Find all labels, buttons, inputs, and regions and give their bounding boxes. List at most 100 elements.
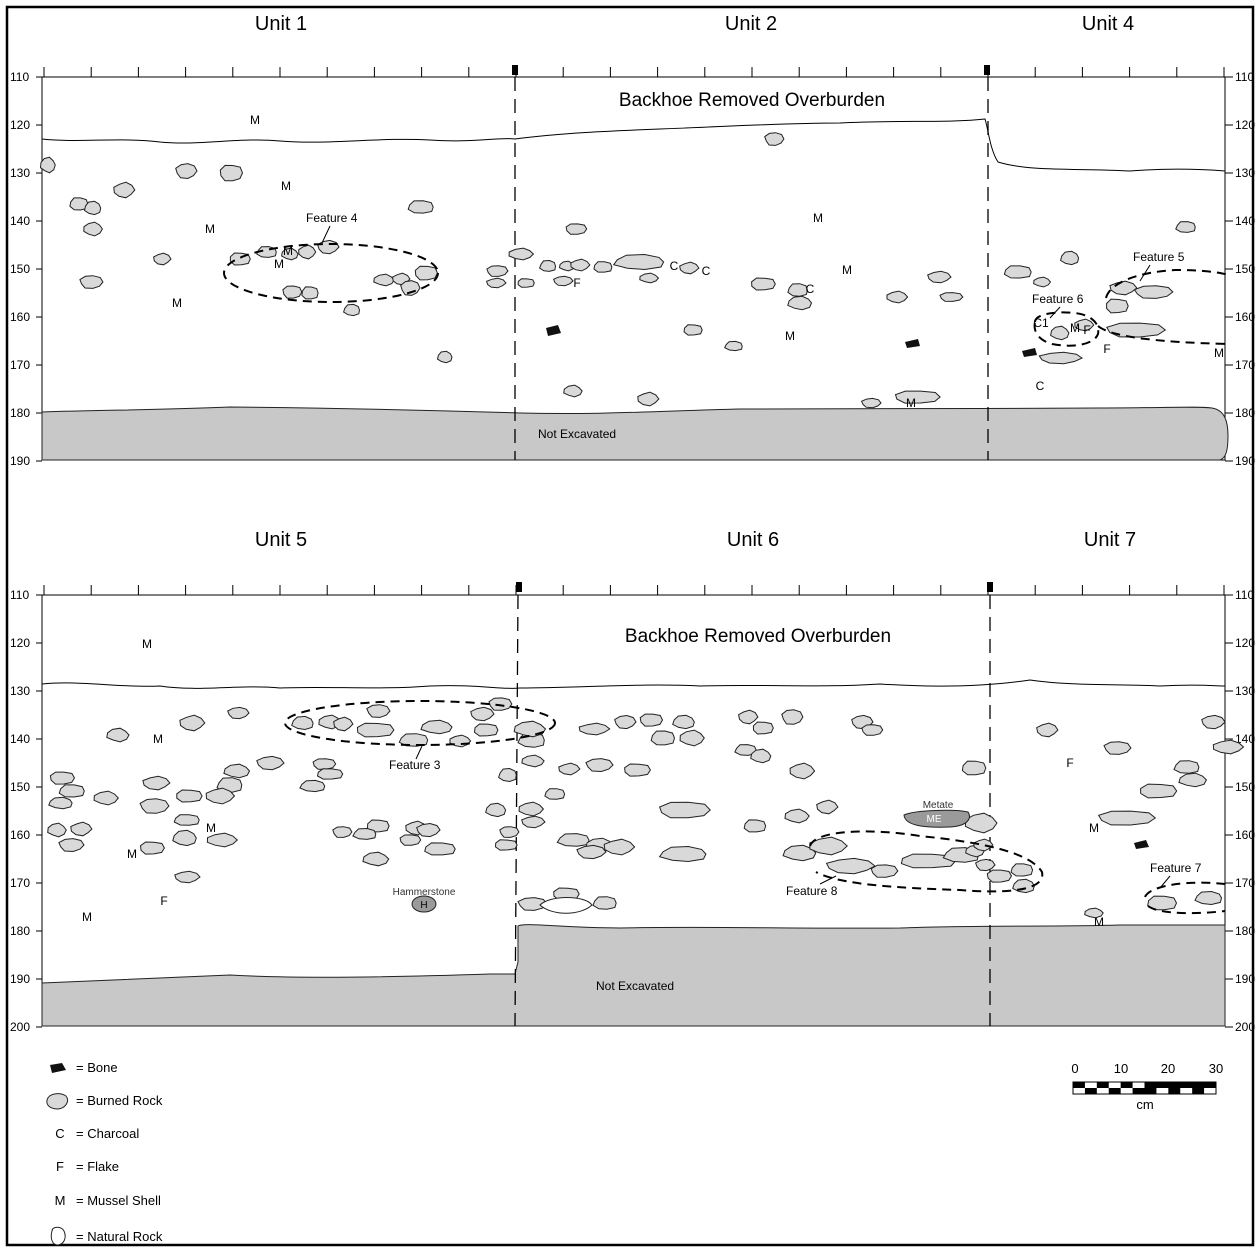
feature-6-leader (1049, 306, 1061, 319)
unit-label-5: Unit 5 (255, 529, 307, 551)
burned-rock (332, 826, 353, 838)
scale-tick-0: 0 (1071, 1061, 1078, 1076)
burned-rock (624, 763, 651, 777)
legend-label-flake: = Flake (76, 1159, 119, 1174)
burned-rock (420, 719, 453, 735)
artifact-symbols-lower: M M M M M M M F F (82, 637, 1104, 929)
burned-rock (1003, 265, 1032, 279)
burned-rock (578, 722, 611, 736)
scale-checker (1072, 1081, 1217, 1095)
burned-rock (206, 832, 239, 848)
depth-tick-label-left: 110 (10, 588, 29, 602)
unit-boundary-line (514, 594, 519, 1027)
burned-rock (69, 197, 89, 211)
scale-cell (1120, 1082, 1133, 1088)
burned-rock (366, 704, 391, 718)
depth-tick-label-left: 150 (10, 780, 30, 794)
scale-cell (1096, 1082, 1109, 1088)
burned-rock (782, 844, 817, 862)
burned-rock (486, 265, 509, 277)
not-excavated-label-lower: Not Excavated (596, 979, 674, 993)
flake-symbol: F (56, 1159, 64, 1174)
burned-rock (219, 164, 244, 182)
depth-tick-label-right: 120 (1235, 636, 1255, 650)
artifact-symbol: F (1103, 342, 1110, 356)
depth-axis-left-upper: 110 120 130 140 150 160 170 180 190 (10, 70, 42, 468)
burned-rock (1038, 351, 1084, 365)
charcoal-symbol: C (55, 1126, 64, 1141)
burned-rock (142, 775, 171, 791)
feature-4-label: Feature 4 (306, 211, 358, 225)
burned-rock (592, 896, 617, 910)
depth-tick-label-left: 180 (10, 406, 30, 420)
bone-icon (546, 325, 561, 336)
scale-bar: 0 10 20 30 cm (1071, 1061, 1223, 1112)
burned-rock (58, 838, 85, 853)
burned-rock (1140, 783, 1178, 799)
scale-tick-10: 10 (1114, 1061, 1128, 1076)
natural-rock-icon (50, 1226, 66, 1246)
burned-rock (658, 801, 711, 819)
burned-rock (973, 838, 994, 852)
scale-cell (1084, 1088, 1097, 1094)
burned-rock (1060, 250, 1080, 266)
depth-tick-label-left: 160 (10, 310, 30, 324)
unit-label-1: Unit 1 (255, 13, 307, 35)
burned-rock (1133, 285, 1174, 299)
burned-rock (900, 853, 957, 869)
legend-label-charcoal: = Charcoal (76, 1126, 139, 1141)
burned-rock (362, 851, 390, 867)
burned-rock (508, 247, 535, 261)
mussel-shell-symbol: M (55, 1193, 66, 1208)
burned-rock (407, 200, 434, 214)
artifact-symbol: C (806, 282, 815, 296)
burned-rock (672, 714, 695, 730)
scale-cell (1192, 1088, 1205, 1094)
depth-tick-label-left: 130 (10, 684, 30, 698)
depth-tick-label-right: 170 (1235, 358, 1255, 372)
burned-rock (399, 834, 422, 846)
burned-rock (563, 384, 583, 398)
burned-rock (499, 826, 520, 838)
burned-rock (139, 841, 165, 855)
unit-boundary-marker (984, 65, 990, 75)
depth-tick-label-left: 190 (10, 454, 30, 468)
artifact-symbol: F (160, 894, 167, 908)
burned-rock (576, 844, 607, 860)
burned-rock (1106, 298, 1129, 314)
burned-rock (650, 730, 676, 746)
burned-rock (1084, 907, 1104, 919)
burned-rock (781, 709, 804, 725)
depth-tick-label-left: 120 (10, 636, 30, 650)
burned-rock (743, 819, 767, 833)
burned-rock (106, 727, 130, 743)
depth-tick-label-left: 170 (10, 358, 30, 372)
depth-tick-label-right: 110 (1235, 70, 1254, 84)
hammerstone-code: H (420, 900, 427, 911)
feature-3-label: Feature 3 (389, 758, 441, 772)
burned-rock (513, 720, 547, 738)
feature-7-label: Feature 7 (1150, 861, 1202, 875)
burned-rock (173, 814, 200, 826)
burned-rock (436, 350, 453, 364)
scale-tick-20: 20 (1161, 1061, 1175, 1076)
burned-rock (49, 771, 76, 785)
feature-8-leader (819, 875, 837, 885)
depth-tick-label-left: 120 (10, 118, 30, 132)
overburden-label-upper: Backhoe Removed Overburden (619, 90, 885, 111)
burned-rock (1194, 890, 1223, 906)
burned-rock (614, 714, 637, 730)
burned-rock (544, 788, 566, 800)
scale-cell (1108, 1088, 1121, 1094)
depth-axis-right-lower: 110 120 130 140 150 160 170 180 190 200 (1225, 588, 1255, 1034)
burned-rock (1012, 878, 1035, 894)
artifact-symbol: M (250, 113, 260, 127)
depth-tick-label-right: 130 (1235, 166, 1255, 180)
burned-rock (679, 729, 705, 747)
scale-cell (1073, 1082, 1085, 1088)
burned-rock (752, 721, 774, 735)
burned-rock (424, 842, 456, 856)
burned-rock (894, 390, 941, 404)
burned-rock (639, 272, 660, 284)
burned-rock (333, 716, 354, 732)
